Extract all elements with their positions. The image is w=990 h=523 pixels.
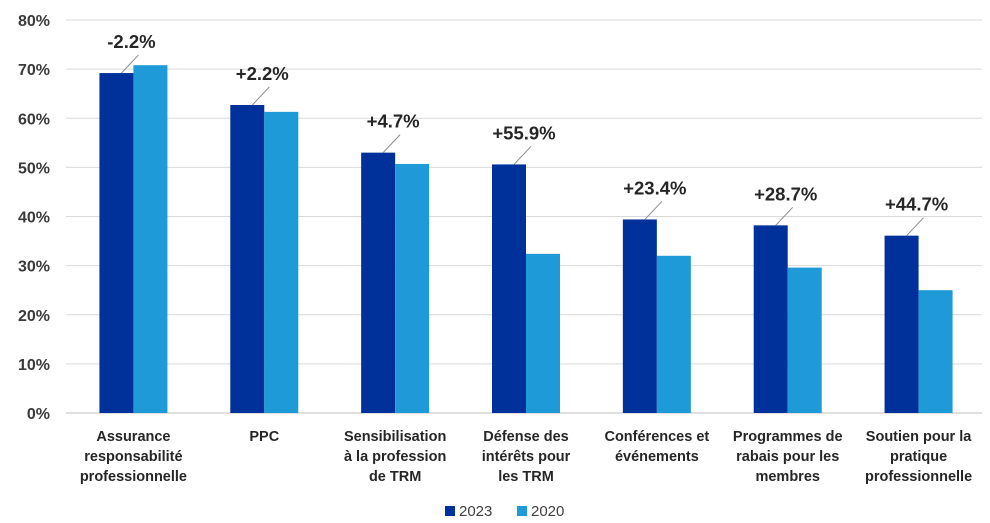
y-tick-label: 40% xyxy=(18,210,50,227)
change-annotation: +4.7% xyxy=(367,111,420,132)
category-label: membres xyxy=(755,469,819,485)
y-tick-label: 80% xyxy=(18,13,50,30)
annotation-leader xyxy=(906,217,924,237)
annotation-leader xyxy=(121,54,139,74)
category-label: Programmes de xyxy=(733,429,843,445)
y-tick-label: 0% xyxy=(27,406,50,423)
change-annotation: +55.9% xyxy=(492,122,555,143)
change-annotation: +23.4% xyxy=(623,177,686,198)
bar-2020-1 xyxy=(264,111,299,414)
y-tick-label: 60% xyxy=(18,111,50,128)
category-label: événements xyxy=(615,449,699,465)
bar-2023-4 xyxy=(622,219,657,413)
bar-2020-3 xyxy=(526,253,560,413)
bar-2023-1 xyxy=(230,104,265,413)
category-label: pratique xyxy=(890,449,947,465)
y-tick-label: 50% xyxy=(18,160,50,177)
legend-swatch-2020 xyxy=(517,506,527,516)
annotation-leader xyxy=(775,206,794,226)
change-annotation: -2.2% xyxy=(107,31,155,52)
bar-2023-3 xyxy=(492,164,526,413)
category-label: professionnelle xyxy=(865,469,972,485)
category-label: Sensibilisation xyxy=(344,429,446,445)
legend-label: 2020 xyxy=(531,503,564,520)
annotation-leader xyxy=(513,146,532,165)
category-label: rabais pour les xyxy=(736,449,839,465)
category-label: Défense des xyxy=(483,429,568,445)
bar-2020-4 xyxy=(656,255,691,413)
bar-2023-6 xyxy=(884,235,919,413)
change-annotation: +2.2% xyxy=(236,63,289,84)
annotation-leader xyxy=(251,86,270,106)
category-label: professionnelle xyxy=(80,469,187,485)
annotation-leader xyxy=(644,201,663,220)
category-label: à la profession xyxy=(344,449,446,465)
category-label: PPC xyxy=(249,429,279,445)
annotation-leader xyxy=(382,134,401,153)
legend: 2023 2020 xyxy=(445,503,564,520)
y-tick-label: 30% xyxy=(18,259,50,276)
change-annotation: +28.7% xyxy=(754,183,817,204)
category-label: les TRM xyxy=(498,469,554,485)
category-label: Assurance xyxy=(96,429,170,445)
bar-2023-5 xyxy=(753,225,788,413)
change-annotation: +44.7% xyxy=(885,194,948,215)
y-axis-ticks: 0% 10% 20% 30% 40% 50% 60% 70% 80% xyxy=(18,13,50,423)
category-label: intérêts pour xyxy=(482,449,571,465)
bar-2020-2 xyxy=(395,163,430,413)
category-label: responsabilité xyxy=(84,449,182,465)
y-tick-label: 10% xyxy=(18,357,50,374)
bar-2020-5 xyxy=(787,267,822,413)
y-tick-label: 20% xyxy=(18,308,50,325)
category-label: Soutien pour la xyxy=(866,429,972,445)
category-label: de TRM xyxy=(369,469,421,485)
legend-swatch-2023 xyxy=(445,506,455,516)
legend-label: 2023 xyxy=(459,503,492,520)
bars xyxy=(99,65,953,414)
bar-2023-0 xyxy=(99,73,134,414)
change-annotations: -2.2% +2.2% +4.7% +55.9% +23.4% +28.7% +44.7% xyxy=(107,31,948,237)
bar-2020-6 xyxy=(918,290,953,413)
x-axis-categories: Assurance responsabilité professionnelle PP… xyxy=(80,429,972,485)
y-tick-label: 70% xyxy=(18,62,50,79)
bar-2020-0 xyxy=(133,65,168,413)
bar-2023-2 xyxy=(361,152,396,413)
category-label: Conférences et xyxy=(604,429,709,445)
